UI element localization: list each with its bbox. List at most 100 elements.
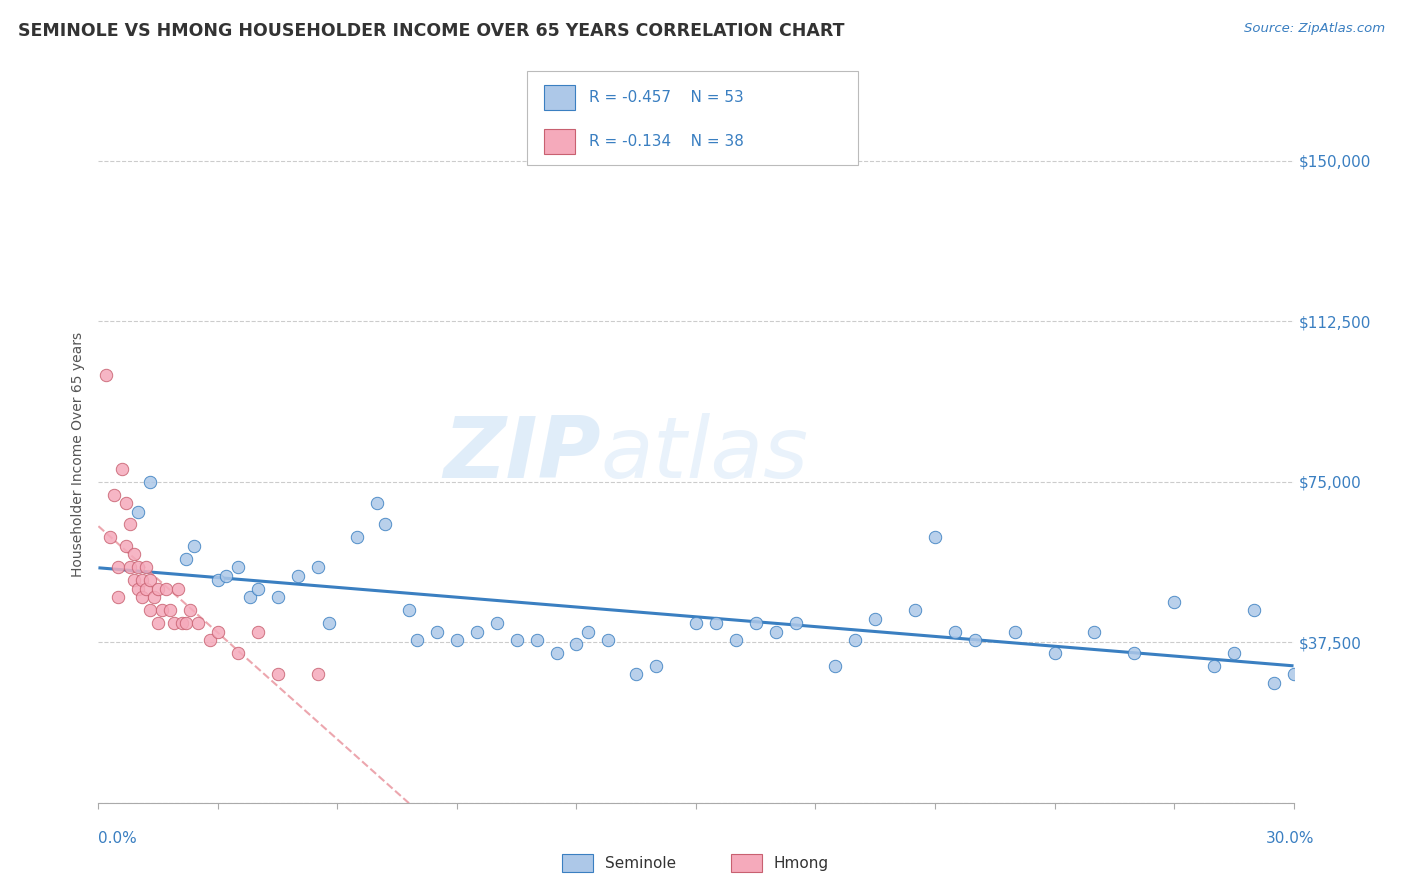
Point (318, 615, 340, 630)
Point (1223, 646, 1246, 660)
Point (626, 667, 648, 681)
Point (127, 582, 149, 596)
Point (526, 633, 548, 648)
Point (1163, 594, 1185, 608)
Point (174, 615, 197, 630)
Text: Hmong: Hmong (773, 855, 828, 871)
Point (239, 591, 262, 605)
Point (103, 487, 125, 501)
Point (207, 573, 229, 587)
Point (139, 475, 162, 489)
Point (226, 646, 249, 660)
Point (179, 603, 201, 617)
Point (135, 560, 157, 574)
Point (374, 517, 396, 532)
Point (127, 505, 149, 519)
Point (120, 517, 142, 532)
Point (131, 591, 153, 605)
Point (139, 603, 162, 617)
Point (107, 560, 129, 574)
Point (111, 462, 134, 476)
Point (366, 496, 388, 510)
Point (1282, 667, 1305, 681)
Point (131, 573, 153, 587)
Point (143, 591, 166, 605)
Point (863, 612, 887, 626)
Point (765, 624, 787, 639)
Point (115, 496, 138, 510)
Point (546, 646, 568, 660)
Point (159, 603, 181, 617)
Point (246, 582, 269, 596)
Point (287, 569, 309, 583)
Text: 0.0%: 0.0% (98, 831, 138, 846)
Point (96, 368, 118, 382)
Point (148, 582, 170, 596)
Point (124, 548, 146, 562)
Point (598, 633, 620, 648)
Point (1123, 646, 1146, 660)
Point (824, 658, 846, 673)
Point (135, 582, 157, 596)
Text: SEMINOLE VS HMONG HOUSEHOLDER INCOME OVER 65 YEARS CORRELATION CHART: SEMINOLE VS HMONG HOUSEHOLDER INCOME OVE… (18, 22, 845, 40)
Point (215, 569, 238, 583)
Point (246, 624, 269, 639)
Point (120, 560, 142, 574)
Point (963, 633, 986, 648)
Point (307, 667, 329, 681)
Point (685, 615, 707, 630)
Point (107, 591, 129, 605)
Point (724, 633, 747, 648)
Point (1263, 676, 1285, 690)
Text: ZIP: ZIP (443, 413, 600, 497)
Point (1083, 624, 1105, 639)
Point (943, 624, 966, 639)
Point (398, 603, 420, 617)
Point (485, 615, 508, 630)
Point (124, 573, 146, 587)
Point (187, 615, 209, 630)
Point (446, 633, 468, 648)
Point (98, 530, 122, 544)
Point (226, 560, 249, 574)
Point (172, 615, 194, 630)
Point (267, 667, 290, 681)
Point (148, 615, 170, 630)
Text: R = -0.457    N = 53: R = -0.457 N = 53 (589, 90, 744, 104)
Point (198, 633, 221, 648)
Text: atlas: atlas (600, 413, 808, 497)
Point (904, 603, 927, 617)
Point (924, 530, 946, 544)
Point (506, 633, 529, 648)
Point (565, 637, 588, 651)
Point (139, 573, 162, 587)
Point (1004, 624, 1026, 639)
Point (127, 560, 149, 574)
Point (346, 530, 368, 544)
Point (150, 603, 173, 617)
Point (465, 624, 488, 639)
Point (578, 624, 600, 639)
Point (745, 615, 768, 630)
Point (207, 624, 229, 639)
Text: 30.0%: 30.0% (1267, 831, 1315, 846)
Point (155, 582, 177, 596)
Point (267, 591, 290, 605)
Text: Seminole: Seminole (605, 855, 676, 871)
Point (163, 615, 186, 630)
Point (1202, 658, 1225, 673)
Point (115, 539, 138, 553)
Point (426, 624, 449, 639)
Text: Source: ZipAtlas.com: Source: ZipAtlas.com (1244, 22, 1385, 36)
Y-axis label: Householder Income Over 65 years: Householder Income Over 65 years (72, 333, 86, 577)
Point (844, 633, 866, 648)
Point (183, 539, 205, 553)
Point (167, 582, 190, 596)
Text: R = -0.134    N = 38: R = -0.134 N = 38 (589, 135, 744, 149)
Point (406, 633, 429, 648)
Point (1243, 603, 1265, 617)
Point (704, 615, 727, 630)
Point (645, 658, 668, 673)
Point (307, 560, 329, 574)
Point (1043, 646, 1066, 660)
